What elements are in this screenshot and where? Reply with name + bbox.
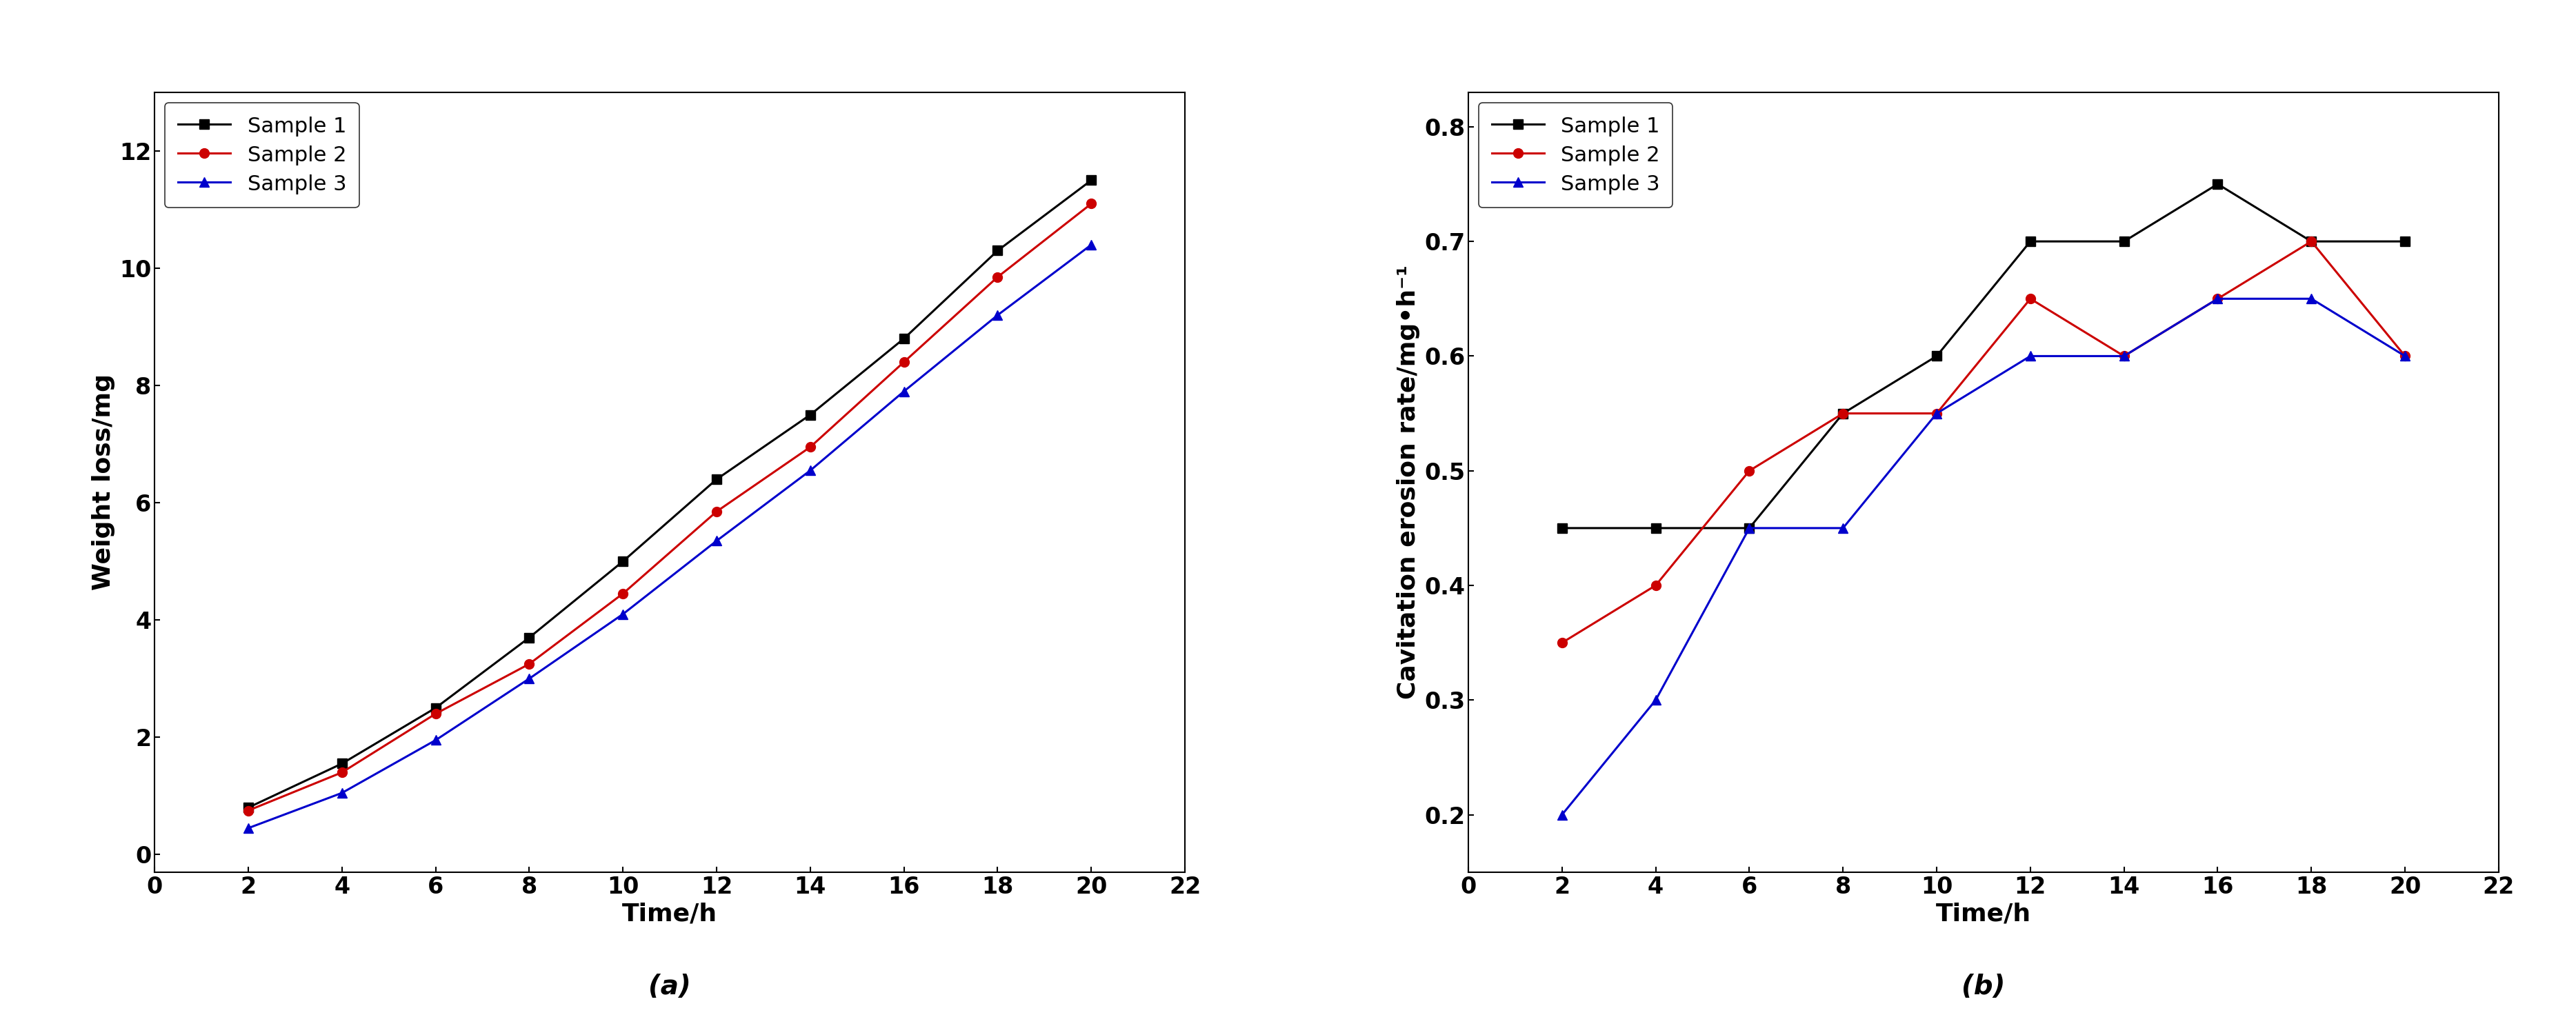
Sample 3 xyxy=(1826,522,1857,535)
Sample 1 xyxy=(2110,235,2141,247)
Sample 2 xyxy=(2295,235,2326,247)
Line: Sample 3: Sample 3 xyxy=(1558,294,2409,820)
Sample 3 xyxy=(1641,694,1672,706)
Sample 3 xyxy=(608,608,639,621)
Sample 1 xyxy=(1734,522,1765,535)
Line: Sample 1: Sample 1 xyxy=(1558,180,2409,532)
Sample 3 xyxy=(889,385,920,397)
Sample 3 xyxy=(2110,350,2141,362)
Sample 3 xyxy=(1546,808,1577,821)
Legend: Sample 1, Sample 2, Sample 3: Sample 1, Sample 2, Sample 3 xyxy=(1479,103,1672,207)
Sample 3 xyxy=(2014,350,2045,362)
Sample 1 xyxy=(2295,235,2326,247)
Sample 3 xyxy=(420,734,451,746)
X-axis label: Time/h: Time/h xyxy=(1937,902,2030,925)
Sample 2 xyxy=(889,356,920,368)
Sample 3 xyxy=(2202,292,2233,305)
Line: Sample 3: Sample 3 xyxy=(245,240,1095,833)
Sample 2 xyxy=(608,588,639,600)
Line: Sample 2: Sample 2 xyxy=(1558,237,2409,647)
X-axis label: Time/h: Time/h xyxy=(623,902,716,925)
Sample 2 xyxy=(420,708,451,720)
Sample 1 xyxy=(981,244,1012,256)
Y-axis label: Weight loss/mg: Weight loss/mg xyxy=(93,373,116,591)
Sample 1 xyxy=(796,408,827,421)
Sample 2 xyxy=(2391,350,2421,362)
Sample 3 xyxy=(327,787,358,799)
Sample 2 xyxy=(513,658,544,670)
Legend: Sample 1, Sample 2, Sample 3: Sample 1, Sample 2, Sample 3 xyxy=(165,103,358,207)
Sample 2 xyxy=(2202,292,2233,305)
Sample 2 xyxy=(981,271,1012,283)
Sample 1 xyxy=(327,757,358,770)
Sample 2 xyxy=(327,766,358,779)
Sample 3 xyxy=(1922,407,1953,420)
Sample 2 xyxy=(1546,636,1577,648)
Line: Sample 2: Sample 2 xyxy=(245,199,1095,816)
Sample 1 xyxy=(2202,177,2233,190)
Sample 1 xyxy=(701,473,732,485)
Sample 1 xyxy=(1922,350,1953,362)
Line: Sample 1: Sample 1 xyxy=(245,175,1095,813)
Sample 2 xyxy=(796,441,827,453)
Sample 1 xyxy=(608,555,639,567)
Sample 3 xyxy=(796,465,827,477)
Text: (b): (b) xyxy=(1963,974,2004,999)
Sample 2 xyxy=(1734,465,1765,477)
Sample 1 xyxy=(889,332,920,345)
Sample 2 xyxy=(232,804,263,817)
Sample 1 xyxy=(513,631,544,643)
Sample 3 xyxy=(701,535,732,547)
Sample 1 xyxy=(2391,235,2421,247)
Sample 2 xyxy=(1826,407,1857,420)
Sample 2 xyxy=(701,506,732,518)
Sample 3 xyxy=(1734,522,1765,535)
Y-axis label: Cavitation erosion rate/mg•h⁻¹: Cavitation erosion rate/mg•h⁻¹ xyxy=(1396,265,1419,700)
Sample 3 xyxy=(2391,350,2421,362)
Sample 2 xyxy=(1077,198,1108,210)
Sample 2 xyxy=(2110,350,2141,362)
Sample 1 xyxy=(1641,522,1672,535)
Sample 3 xyxy=(981,309,1012,321)
Sample 3 xyxy=(513,672,544,684)
Sample 2 xyxy=(2014,292,2045,305)
Sample 2 xyxy=(1922,407,1953,420)
Sample 1 xyxy=(232,801,263,814)
Sample 1 xyxy=(2014,235,2045,247)
Sample 2 xyxy=(1641,580,1672,592)
Sample 1 xyxy=(1826,407,1857,420)
Sample 1 xyxy=(1546,522,1577,535)
Sample 3 xyxy=(1077,239,1108,251)
Sample 3 xyxy=(2295,292,2326,305)
Text: (a): (a) xyxy=(649,974,690,999)
Sample 1 xyxy=(420,702,451,714)
Sample 1 xyxy=(1077,174,1108,187)
Sample 3 xyxy=(232,822,263,834)
